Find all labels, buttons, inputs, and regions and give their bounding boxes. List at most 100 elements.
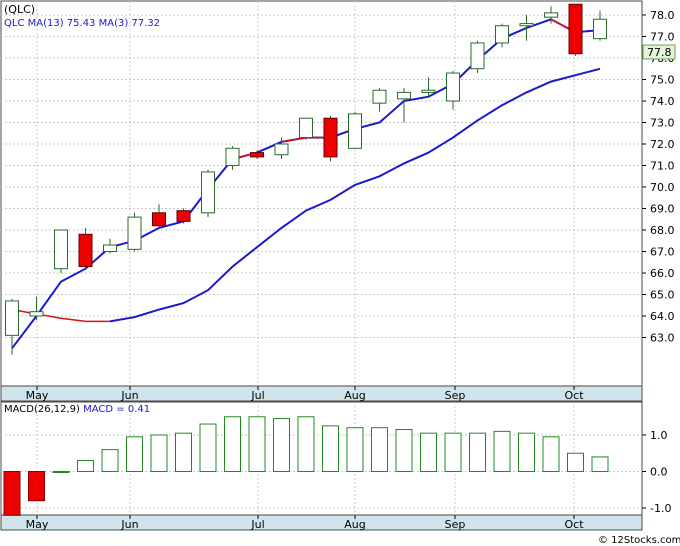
macd-bar-positive <box>346 427 364 473</box>
candle <box>225 146 240 170</box>
price-y-tick-label: 63.0 <box>650 332 675 345</box>
price-panel: 63.0 64.0 65.0 66.0 67.0 68.0 69.0 70.0 71.0 72.0… <box>0 0 676 402</box>
candle-body-up <box>201 171 215 214</box>
price-date-strip <box>0 385 643 402</box>
macd-x-axis: May Jun Jul Aug Sep Oct <box>26 515 584 531</box>
macd-bar-positive <box>199 423 217 472</box>
candle <box>421 77 436 97</box>
legend-entry: QLC <box>4 18 24 29</box>
candle-body-down <box>250 152 264 158</box>
candle-body-down <box>323 117 338 158</box>
price-y-tick-label: 67.0 <box>650 246 675 259</box>
candle-body-up <box>495 25 509 44</box>
macd-bar-positive <box>248 416 266 472</box>
price-y-tick-label: 68.0 <box>650 224 675 237</box>
legend-entry: MA(3) 77.32 <box>95 18 160 29</box>
candle-body-down <box>568 3 583 55</box>
candle <box>103 238 117 254</box>
candle-body-up <box>519 23 534 27</box>
macd-bar-positive <box>52 471 70 473</box>
macd-y-tick-label: 1.0 <box>650 429 668 442</box>
candle-body-up <box>421 89 436 93</box>
candle <box>519 15 534 41</box>
price-y-tick-label: 77.0 <box>650 31 675 44</box>
macd-x-tick-label: Sep <box>445 518 466 531</box>
legend-entry: MACD = 0.41 <box>80 404 150 415</box>
price-y-tick-label: 78.0 <box>650 9 675 22</box>
price-x-tick-label: Oct <box>564 389 584 402</box>
candle <box>544 6 558 24</box>
price-x-axis: May Jun Jul Aug Sep Oct <box>26 386 584 402</box>
candle <box>397 88 411 123</box>
macd-bar-positive <box>150 434 168 472</box>
candle-body-up <box>103 244 117 253</box>
candle-body-up <box>593 18 607 40</box>
candle-body-up <box>544 12 558 18</box>
macd-y-axis: 1.0 0.0 -1.0 <box>642 429 671 515</box>
price-x-tick-label: Aug <box>344 389 365 402</box>
macd-bar-positive <box>493 430 511 473</box>
candle-body-up <box>5 300 19 336</box>
macd-x-tick-label: Jun <box>120 518 138 531</box>
macd-bar-positive <box>542 436 560 473</box>
candle <box>54 229 68 273</box>
candle <box>5 298 19 355</box>
price-y-tick-label: 64.0 <box>650 310 675 323</box>
candle <box>593 10 607 41</box>
last-price-box <box>642 44 676 60</box>
macd-bar-positive <box>567 452 584 472</box>
candle <box>568 3 583 56</box>
legend-qlc: QLC MA(13) 75.43 MA(3) 77.32 <box>4 18 160 29</box>
macd-bar-positive <box>77 460 94 472</box>
candle-body-up <box>470 42 485 70</box>
candle-body-down <box>78 233 93 268</box>
candle-body-down <box>152 212 166 227</box>
macd-bar-positive <box>175 432 192 472</box>
price-y-tick-label: 72.0 <box>650 138 675 151</box>
candle-body-down <box>176 210 191 222</box>
macd-bar-positive <box>101 449 119 473</box>
candle-body-up <box>29 311 44 317</box>
price-x-tick-label: May <box>26 389 49 402</box>
macd-bar-positive <box>224 416 241 472</box>
macd-date-strip <box>0 514 643 531</box>
macd-bar-positive <box>395 429 413 472</box>
candle-body-up <box>372 89 387 104</box>
candle-body-up <box>397 91 411 100</box>
price-grid <box>1 1 642 386</box>
legend-macd: MACD(26,12,9) MACD = 0.41 <box>4 404 150 415</box>
ma3-line-segment <box>109 67 601 323</box>
candle <box>372 88 387 112</box>
price-y-tick-label: 65.0 <box>650 289 675 302</box>
candle <box>274 137 289 160</box>
legend-entry: MA(13) 75.43 <box>24 18 95 29</box>
macd-bar-positive <box>420 432 437 472</box>
price-y-tick-label: 66.0 <box>650 267 675 280</box>
last-price-value: 77.8 <box>647 46 672 59</box>
candle-body-up <box>299 117 313 139</box>
candle <box>152 204 166 228</box>
candle-body-up <box>274 143 289 156</box>
candle-body-up <box>127 216 142 250</box>
candle <box>250 150 264 160</box>
candle-body-up <box>348 113 362 149</box>
price-y-tick-label: 69.0 <box>650 203 675 216</box>
candle <box>29 296 44 321</box>
macd-y-tick-label: -1.0 <box>650 502 671 515</box>
price-x-tick-label: Sep <box>445 389 466 402</box>
macd-bar-positive <box>371 427 388 473</box>
candle <box>78 227 93 269</box>
candle-body-up <box>225 147 240 167</box>
macd-bar-positive <box>322 425 339 472</box>
macd-bar-positive <box>297 416 315 472</box>
macd-panel: 1.0 0.0 -1.0 May Jun Jul Aug Sep Oct MACD(26,12… <box>0 401 671 531</box>
price-y-tick-label: 75.0 <box>650 74 675 87</box>
macd-y-tick-label: 0.0 <box>650 466 668 479</box>
price-plot-frame <box>0 0 643 387</box>
macd-bar-positive <box>518 432 535 472</box>
macd-bar-positive <box>273 418 290 473</box>
price-x-tick-label: Jun <box>120 389 138 402</box>
macd-x-tick-label: May <box>26 518 49 531</box>
macd-x-tick-label: Jul <box>250 518 264 531</box>
macd-bar-negative <box>3 471 21 516</box>
